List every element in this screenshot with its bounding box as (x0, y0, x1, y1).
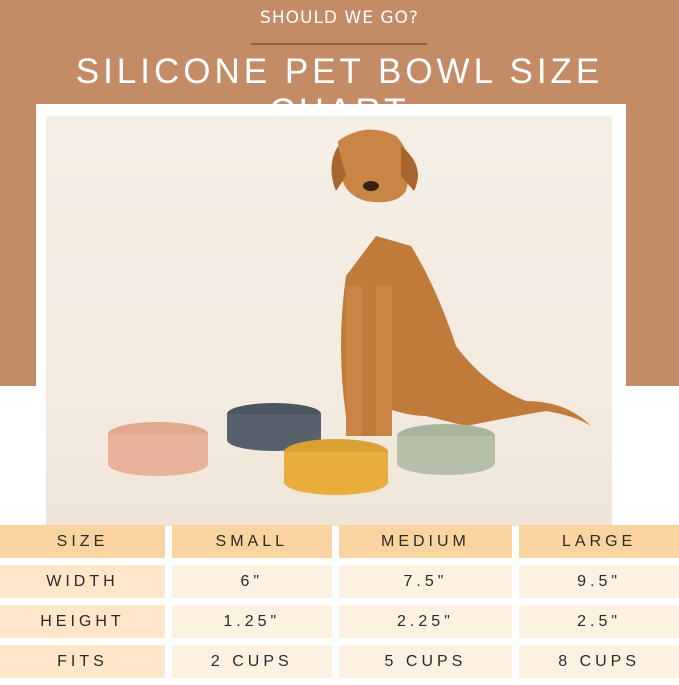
table-cell: 5 CUPS (338, 645, 513, 678)
subtitle: SHOULD WE GO? (260, 8, 419, 28)
table-row: WIDTH 6" 7.5" 9.5" (0, 565, 679, 598)
bowl-sage-icon (397, 424, 495, 475)
header-cell: SMALL (171, 525, 332, 558)
dog-icon (331, 129, 591, 436)
product-photo (46, 116, 612, 526)
dog-with-bowls-illustration (108, 129, 591, 495)
table-cell: 7.5" (338, 565, 513, 598)
table-cell: 2 CUPS (171, 645, 332, 678)
header-cell: LARGE (519, 525, 679, 558)
divider (251, 43, 427, 45)
table-cell: 1.25" (171, 605, 332, 638)
bowl-pink-icon (108, 422, 208, 476)
table-cell: 8 CUPS (519, 645, 679, 678)
table-row: FITS 2 CUPS 5 CUPS 8 CUPS (0, 645, 679, 678)
size-chart-table: SIZE SMALL MEDIUM LARGE WIDTH 6" 7.5" 9.… (0, 518, 679, 685)
header-cell: SIZE (0, 525, 165, 558)
table-cell: 9.5" (519, 565, 679, 598)
table-cell: 6" (171, 565, 332, 598)
table-cell: 2.25" (338, 605, 513, 638)
header-cell: MEDIUM (338, 525, 513, 558)
table-cell: 2.5" (519, 605, 679, 638)
row-label: HEIGHT (0, 605, 165, 638)
row-label: FITS (0, 645, 165, 678)
bowl-yellow-icon (284, 439, 388, 495)
table-row: HEIGHT 1.25" 2.25" 2.5" (0, 605, 679, 638)
row-label: WIDTH (0, 565, 165, 598)
table-header-row: SIZE SMALL MEDIUM LARGE (0, 525, 679, 558)
